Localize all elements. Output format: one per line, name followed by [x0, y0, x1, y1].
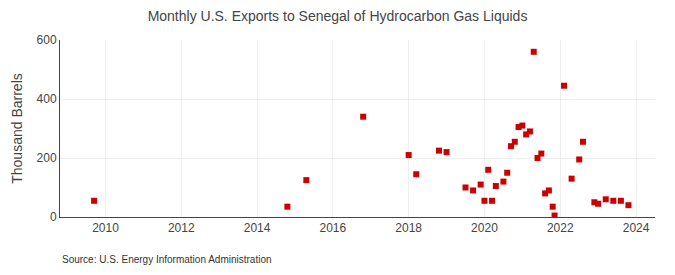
svg-text:600: 600 [37, 33, 57, 47]
svg-text:Source: U.S. Energy Informatio: Source: U.S. Energy Information Administ… [62, 254, 272, 265]
svg-text:2016: 2016 [320, 221, 347, 235]
svg-text:2020: 2020 [471, 221, 498, 235]
svg-text:2024: 2024 [623, 221, 650, 235]
svg-text:2022: 2022 [547, 221, 574, 235]
svg-text:2018: 2018 [395, 221, 422, 235]
svg-text:0: 0 [50, 210, 57, 224]
svg-text:400: 400 [37, 92, 57, 106]
svg-text:2012: 2012 [168, 221, 195, 235]
svg-text:Thousand Barrels: Thousand Barrels [9, 73, 25, 184]
svg-text:2010: 2010 [92, 221, 119, 235]
svg-text:200: 200 [37, 151, 57, 165]
svg-text:Monthly U.S. Exports to Senega: Monthly U.S. Exports to Senegal of Hydro… [148, 8, 528, 24]
svg-text:2014: 2014 [244, 221, 271, 235]
